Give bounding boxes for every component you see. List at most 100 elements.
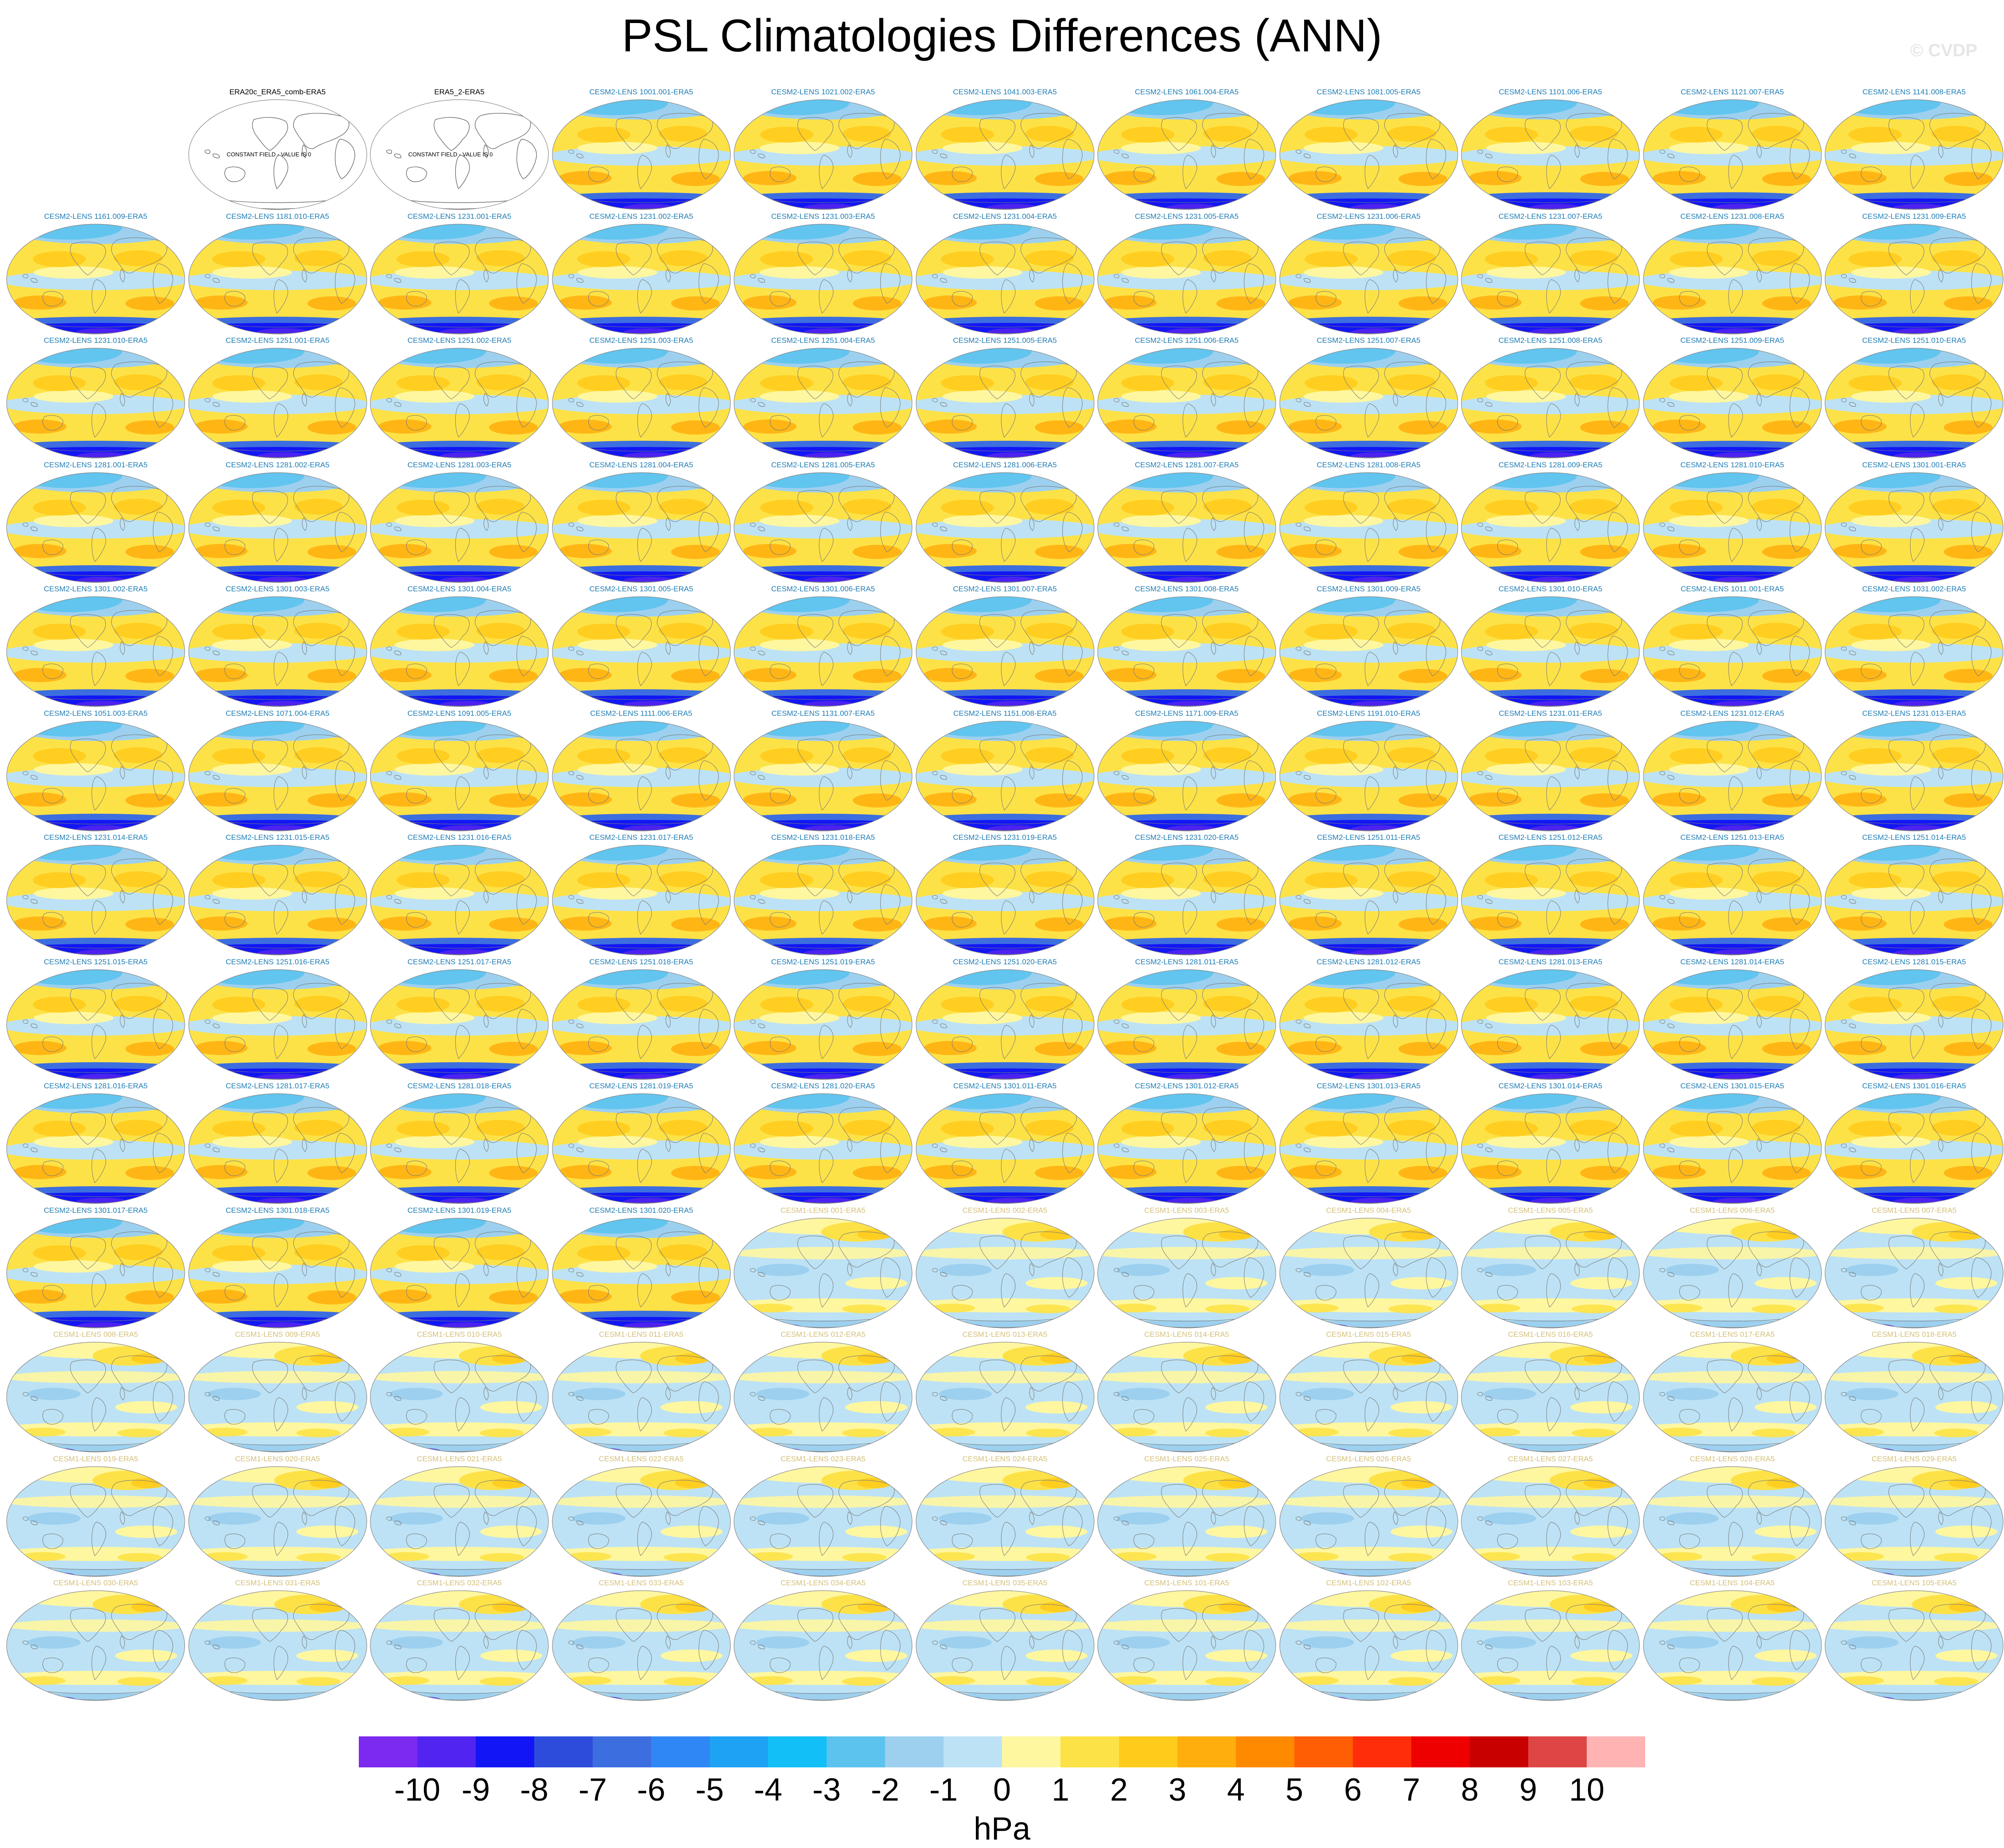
continent-outline	[1497, 1161, 1518, 1176]
continent-outline	[1546, 279, 1561, 314]
map-panel-svg	[1279, 223, 1458, 334]
map-panel-svg	[1279, 472, 1458, 583]
continent-outline	[43, 788, 63, 804]
continent-outline	[1244, 1257, 1264, 1298]
map-panel-svg	[6, 596, 185, 707]
map-panel-svg	[1279, 348, 1458, 458]
continent-outline	[406, 1533, 427, 1549]
map-panel-svg	[1825, 1093, 2004, 1204]
continent-outline	[1384, 1231, 1440, 1267]
continent-outline	[1667, 1272, 1674, 1277]
continent-outline	[1303, 278, 1311, 283]
map-border	[6, 596, 185, 707]
map-panel: CESM1-LENS 014-ERA5	[1096, 1330, 1277, 1453]
continent-outline	[1343, 1359, 1379, 1394]
continent-outline	[665, 393, 671, 407]
continent-outline	[1122, 1645, 1129, 1649]
map-panel-label: CESM1-LENS 016-ERA5	[1508, 1330, 1593, 1339]
continent-outline	[1574, 890, 1580, 904]
continent-outline	[665, 1387, 671, 1401]
map-panel-svg	[1097, 223, 1276, 334]
continent-outline	[1789, 636, 1810, 676]
continent-outline	[1706, 365, 1743, 400]
continent-outline	[1728, 155, 1743, 189]
continent-outline	[1861, 912, 1882, 928]
continent-outline	[665, 1511, 671, 1525]
continent-outline	[847, 1387, 852, 1401]
colorbar-swatch	[1236, 1736, 1294, 1767]
continent-outline	[1574, 144, 1580, 158]
continent-outline	[1393, 1138, 1398, 1152]
continent-outline	[1122, 1148, 1129, 1152]
continent-outline	[1477, 1516, 1483, 1521]
map-panel-svg	[188, 223, 367, 334]
map-panel-svg	[1825, 1217, 2004, 1328]
continent-outline	[1930, 734, 1986, 770]
continent-outline	[475, 1604, 531, 1640]
continent-outline	[588, 1285, 609, 1301]
continent-outline	[153, 1381, 173, 1422]
continent-outline	[1182, 1521, 1197, 1556]
continent-outline	[1343, 1484, 1379, 1518]
map-border	[551, 596, 731, 707]
colorbar-swatch	[1060, 1736, 1119, 1767]
continent-outline	[120, 641, 125, 655]
continent-outline	[1566, 982, 1622, 1019]
continent-outline	[847, 1262, 852, 1277]
map-panel-svg	[734, 223, 913, 334]
continent-outline	[750, 398, 756, 402]
continent-outline	[797, 1111, 833, 1145]
constant-field-note: CONSTANT FIELD - VALUE IS 0	[226, 151, 311, 158]
continent-outline	[434, 1608, 470, 1642]
continent-outline	[1182, 1397, 1197, 1432]
map-border	[915, 223, 1095, 334]
map-panel: CESM2-LENS 1281.016-ERA5	[5, 1082, 186, 1205]
map-border	[370, 472, 549, 583]
continent-outline	[1315, 788, 1336, 804]
continent-outline	[1001, 1273, 1015, 1308]
map-panel-label: CESM2-LENS 1281.015-ERA5	[1862, 957, 1966, 966]
continent-outline	[434, 1484, 470, 1518]
continent-outline	[758, 526, 765, 531]
continent-outline	[1062, 760, 1083, 801]
continent-outline	[1888, 1484, 1924, 1518]
continent-outline	[1134, 1161, 1154, 1176]
continent-outline	[475, 1479, 531, 1516]
continent-outline	[1566, 1479, 1622, 1516]
map-border	[1097, 1342, 1276, 1452]
map-panel-svg	[1097, 1342, 1276, 1452]
continent-outline	[43, 291, 63, 307]
continent-outline	[1546, 403, 1561, 438]
map-border	[1461, 1217, 1640, 1328]
map-panel-label: CESM1-LENS 002-ERA5	[962, 1206, 1048, 1215]
continent-outline	[224, 664, 245, 679]
map-border	[1279, 223, 1458, 334]
continent-outline	[797, 614, 833, 648]
continent-outline	[224, 167, 245, 182]
map-border	[1279, 472, 1458, 583]
map-panel-label: CESM2-LENS 1281.013-ERA5	[1498, 957, 1603, 966]
continent-outline	[576, 1023, 583, 1028]
map-panel: CESM1-LENS 009-ERA5	[187, 1330, 368, 1453]
continent-outline	[302, 641, 307, 655]
colorbar-swatch	[651, 1736, 710, 1767]
map-border	[1643, 1590, 1822, 1701]
continent-outline	[1910, 1646, 1925, 1680]
map-panel: CESM1-LENS 002-ERA5	[915, 1206, 1095, 1329]
continent-outline	[932, 1392, 938, 1396]
continent-outline	[797, 987, 833, 1021]
continent-outline	[940, 402, 947, 407]
map-panel-label: CESM2-LENS 1301.013-ERA5	[1317, 1082, 1421, 1090]
continent-outline	[1888, 490, 1924, 524]
map-border	[734, 1093, 913, 1204]
continent-outline	[1608, 1505, 1628, 1546]
map-border	[370, 969, 549, 1080]
map-panel-label: CESM2-LENS 1251.005-ERA5	[953, 336, 1057, 345]
continent-outline	[1841, 646, 1847, 651]
continent-outline	[334, 1381, 355, 1422]
continent-outline	[758, 1272, 765, 1277]
continent-outline	[588, 1161, 609, 1176]
map-border	[6, 472, 185, 583]
map-panel-label: CESM2-LENS 1251.013-ERA5	[1680, 833, 1784, 842]
map-panel-label: CESM2-LENS 1281.006-ERA5	[953, 460, 1057, 469]
